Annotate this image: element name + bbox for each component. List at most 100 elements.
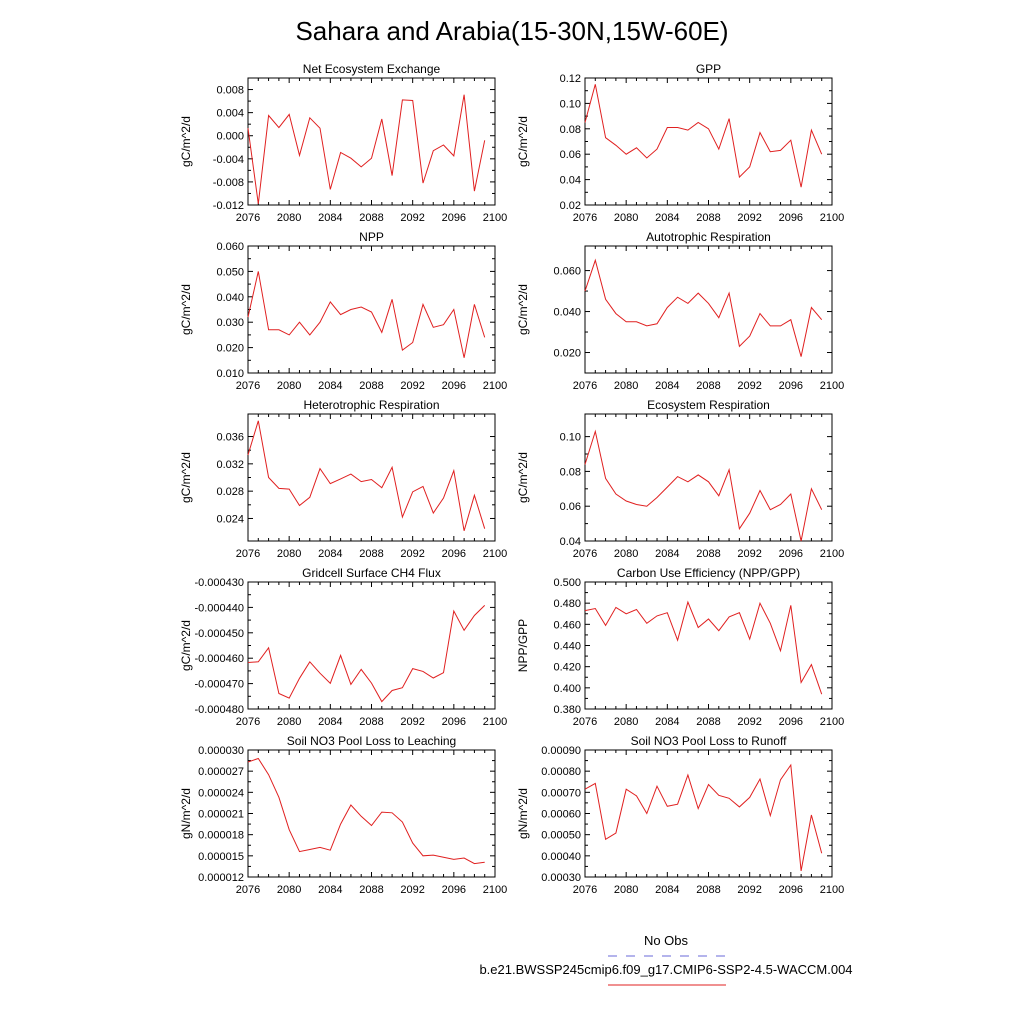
- x-tick-label: 2076: [573, 716, 597, 728]
- y-tick-label: 0.024: [216, 513, 244, 525]
- y-tick-label: 0.400: [553, 683, 581, 695]
- y-tick-label: 0.380: [553, 704, 581, 716]
- x-tick-label: 2076: [236, 380, 260, 392]
- x-tick-label: 2100: [820, 212, 844, 224]
- y-tick-label: 0.028: [216, 486, 244, 498]
- x-tick-label: 2092: [737, 548, 761, 560]
- panel-title: Heterotrophic Respiration: [303, 398, 439, 412]
- legend-model-label: b.e21.BWSSP245cmip6.f09_g17.CMIP6-SSP2-4…: [479, 962, 852, 977]
- x-tick-label: 2084: [655, 884, 679, 896]
- y-axis-label: NPP/GPP: [516, 619, 530, 672]
- y-tick-label: 0.12: [560, 73, 581, 85]
- y-axis-label: gN/m^2/d: [179, 788, 193, 839]
- y-axis-label: gN/m^2/d: [516, 788, 530, 839]
- x-tick-label: 2100: [820, 548, 844, 560]
- y-tick-label: 0.050: [216, 266, 244, 278]
- panel-title: Net Ecosystem Exchange: [303, 62, 441, 76]
- x-tick-label: 2096: [442, 548, 466, 560]
- y-tick-label: 0.08: [560, 124, 581, 136]
- panel-heterotrophic-respiration: Heterotrophic Respiration gC/m^2/d 2076 208…: [179, 398, 507, 560]
- x-tick-label: 2096: [779, 380, 803, 392]
- x-tick-label: 2092: [400, 548, 424, 560]
- y-tick-label: 0.000030: [198, 745, 244, 757]
- series-line: [247, 94, 486, 204]
- y-tick-label: -0.000430: [194, 577, 244, 589]
- x-tick-label: 2084: [655, 548, 679, 560]
- y-tick-label: 0.500: [553, 577, 581, 589]
- plot-frame: [247, 749, 496, 878]
- x-tick-label: 2100: [820, 884, 844, 896]
- y-tick-label: 0.000012: [198, 872, 244, 884]
- y-tick-label: -0.012: [213, 200, 244, 212]
- x-tick-label: 2084: [655, 716, 679, 728]
- x-tick-label: 2096: [442, 716, 466, 728]
- y-axis-label: gC/m^2/d: [516, 452, 530, 503]
- plot-frame: [247, 245, 496, 374]
- x-tick-label: 2088: [359, 716, 383, 728]
- y-axis-label: gC/m^2/d: [516, 116, 530, 167]
- y-tick-label: -0.000470: [194, 679, 244, 691]
- plot-frame: [584, 581, 833, 710]
- panel-title: Soil NO3 Pool Loss to Leaching: [287, 734, 456, 748]
- y-tick-label: 0.000027: [198, 766, 244, 778]
- y-tick-label: 0.000024: [198, 787, 244, 799]
- panel-title: GPP: [696, 62, 721, 76]
- x-tick-label: 2092: [400, 212, 424, 224]
- x-tick-label: 2096: [442, 212, 466, 224]
- y-tick-label: 0.032: [216, 459, 244, 471]
- x-tick-label: 2084: [655, 380, 679, 392]
- x-tick-label: 2080: [614, 380, 638, 392]
- series-line: [247, 420, 486, 531]
- x-tick-label: 2088: [359, 380, 383, 392]
- panel-title: Carbon Use Efficiency (NPP/GPP): [617, 566, 800, 580]
- y-tick-label: -0.008: [213, 177, 244, 189]
- x-tick-label: 2076: [236, 884, 260, 896]
- series-line: [584, 429, 823, 542]
- x-tick-label: 2096: [779, 716, 803, 728]
- x-tick-label: 2076: [573, 548, 597, 560]
- series-line: [247, 605, 486, 703]
- y-tick-label: 0.000015: [198, 851, 244, 863]
- x-tick-label: 2076: [236, 212, 260, 224]
- y-axis-label: gC/m^2/d: [179, 116, 193, 167]
- x-tick-label: 2100: [483, 884, 507, 896]
- panel-title: Gridcell Surface CH4 Flux: [302, 566, 441, 580]
- x-tick-label: 2080: [277, 212, 301, 224]
- panel-title: Soil NO3 Pool Loss to Runoff: [631, 734, 788, 748]
- x-tick-label: 2084: [318, 548, 342, 560]
- y-tick-label: 0.00070: [541, 787, 581, 799]
- y-tick-label: 0.10: [560, 98, 581, 110]
- x-tick-label: 2100: [483, 380, 507, 392]
- y-tick-label: 0.00060: [541, 809, 581, 821]
- series-line: [584, 258, 823, 357]
- y-axis-label: gC/m^2/d: [179, 452, 193, 503]
- y-axis-label: gC/m^2/d: [516, 284, 530, 335]
- series-line: [584, 763, 823, 871]
- x-tick-label: 2092: [400, 380, 424, 392]
- x-tick-label: 2088: [696, 884, 720, 896]
- panel-title: Ecosystem Respiration: [647, 398, 770, 412]
- x-tick-label: 2088: [696, 716, 720, 728]
- x-tick-label: 2076: [236, 716, 260, 728]
- panel-ecosystem-respiration: Ecosystem Respiration gC/m^2/d 2076 2080 208…: [516, 398, 844, 560]
- x-tick-label: 2076: [573, 212, 597, 224]
- panel-net-ecosystem-exchange: Net Ecosystem Exchange gC/m^2/d 2076 2080 20…: [179, 62, 507, 224]
- panel-gridcell-surface-ch4-flux: Gridcell Surface CH4 Flux gC/m^2/d 2076 208…: [179, 566, 507, 728]
- y-tick-label: 0.440: [553, 641, 581, 653]
- panel-carbon-use-efficiency-npp-gpp: Carbon Use Efficiency (NPP/GPP) NPP/GPP 20…: [516, 566, 844, 728]
- x-tick-label: 2084: [318, 884, 342, 896]
- y-tick-label: 0.040: [216, 292, 244, 304]
- y-axis-label: gC/m^2/d: [179, 284, 193, 335]
- x-tick-label: 2088: [359, 548, 383, 560]
- y-tick-label: 0.008: [216, 85, 244, 97]
- x-tick-label: 2076: [573, 884, 597, 896]
- plot-frame: [247, 413, 496, 542]
- y-tick-label: 0.00030: [541, 872, 581, 884]
- y-tick-label: -0.000460: [194, 653, 244, 665]
- legend-obs-label: No Obs: [644, 933, 689, 948]
- x-tick-label: 2084: [318, 212, 342, 224]
- x-tick-label: 2088: [359, 212, 383, 224]
- panel-autotrophic-respiration: Autotrophic Respiration gC/m^2/d 2076 2080 2…: [516, 230, 844, 392]
- panels: Net Ecosystem Exchange gC/m^2/d 2076 2080 20…: [179, 62, 844, 896]
